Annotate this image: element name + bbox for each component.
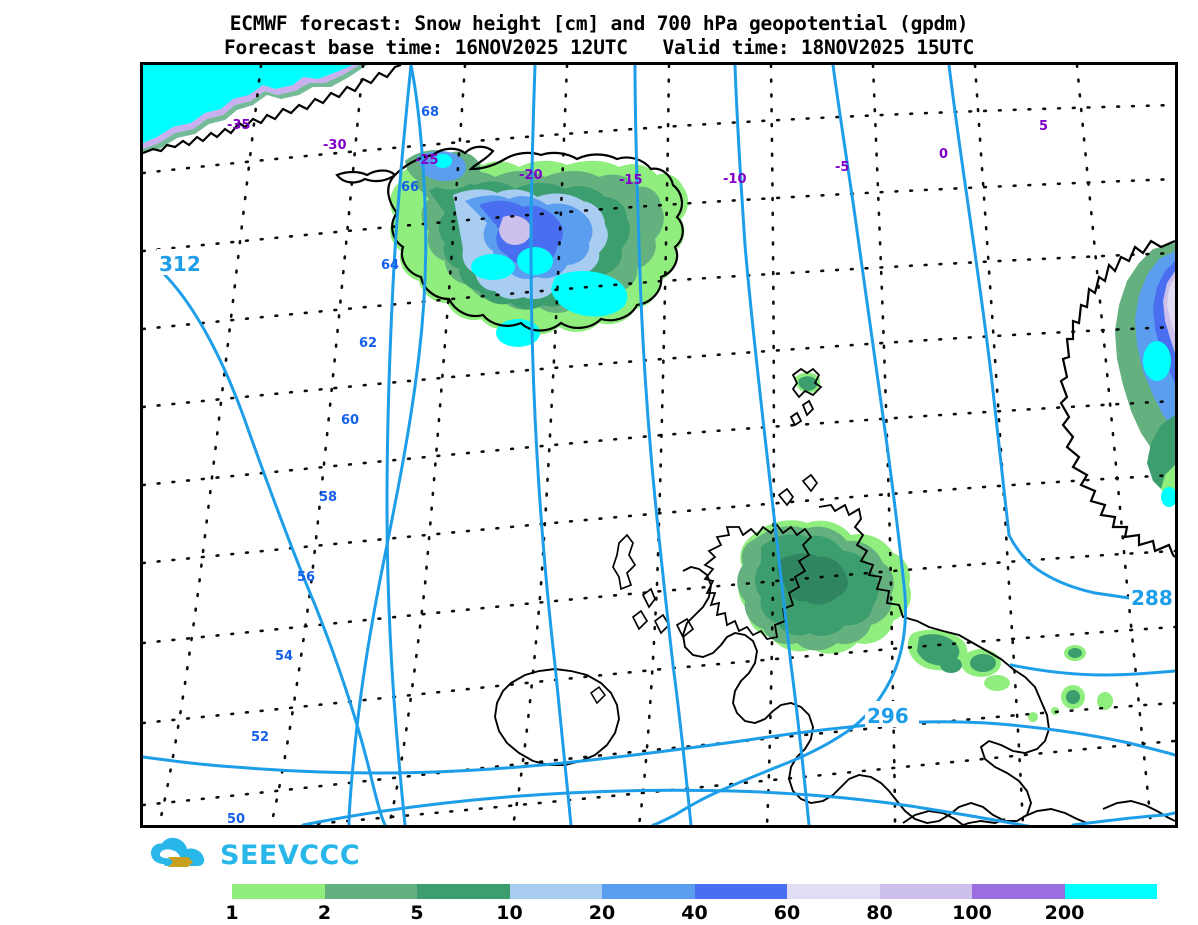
iceland-coastline — [335, 145, 684, 332]
colorbar-swatches — [232, 884, 1157, 899]
colorbar-label-20: 20 — [588, 902, 616, 924]
lon-label-5: 5 — [1039, 119, 1048, 134]
colorbar-segment-100 — [972, 884, 1065, 899]
lon-label--35: -35 — [227, 118, 251, 133]
colorbar-segment-60 — [787, 884, 880, 899]
seevccc-logo: SEEVCCC — [150, 835, 380, 875]
seevccc-logo-text: SEEVCCC — [220, 839, 361, 871]
faroe-islands — [789, 367, 823, 427]
colorbar-label-5: 5 — [410, 902, 424, 924]
lat-label-58: 58 — [319, 490, 337, 505]
lat-label-64: 64 — [381, 258, 399, 273]
cloud-icon — [151, 837, 205, 867]
lat-label-68: 68 — [421, 105, 439, 120]
colorbar-segment-10 — [509, 884, 602, 899]
lat-label-50: 50 — [227, 812, 245, 825]
colorbar-label-2: 2 — [317, 902, 332, 924]
chart-title-line-2: Forecast base time: 16NOV2025 12UTC Vali… — [223, 36, 975, 59]
colorbar-segment-40 — [694, 884, 787, 899]
colorbar-tick-labels: 1 2 5 10 20 40 60 80 100 200 — [225, 902, 1157, 924]
colorbar-label-100: 100 — [952, 902, 992, 924]
snow-height-colorbar: 1 2 5 10 20 40 60 80 100 200 — [225, 884, 1157, 924]
geo-label-296-text: 296 — [867, 704, 909, 728]
colorbar-segment-1 — [232, 884, 325, 899]
greenland-coastline — [143, 65, 402, 155]
lat-label-56: 56 — [297, 570, 315, 585]
geopotential-label-312: 312 — [157, 249, 211, 276]
lon-label--15: -15 — [619, 173, 643, 188]
colorbar-label-10: 10 — [496, 902, 523, 924]
colorbar-label-1: 1 — [225, 902, 239, 924]
lat-label-66: 66 — [401, 180, 419, 195]
geo-label-312-text: 312 — [159, 252, 201, 276]
ireland-coastline — [494, 668, 620, 766]
norway-coastline — [1059, 239, 1175, 558]
lon-label--20: -20 — [519, 168, 543, 183]
snow-fill-scotland — [737, 520, 1113, 722]
map-canvas: 312 288 296 -35 -30 -25 -20 -15 — [143, 65, 1175, 825]
map-text-labels: 312 288 296 -35 -30 -25 -20 -15 — [157, 105, 1175, 825]
colorbar-label-200: 200 — [1044, 902, 1085, 924]
lat-label-60: 60 — [341, 413, 359, 428]
lon-label--30: -30 — [323, 138, 347, 153]
lat-label-52: 52 — [251, 730, 269, 745]
colorbar-segment-80 — [879, 884, 972, 899]
colorbar-label-40: 40 — [681, 902, 708, 924]
snow-fill-greenland — [143, 65, 367, 154]
france-coastline — [902, 810, 1006, 825]
colorbar-segment-2 — [324, 884, 417, 899]
chart-title-line-1: ECMWF forecast: Snow height [cm] and 700… — [229, 12, 969, 35]
lon-label--25: -25 — [415, 153, 439, 168]
colorbar-segment-5 — [417, 884, 510, 899]
geo-label-288-text: 288 — [1131, 586, 1173, 610]
colorbar-segment-20 — [602, 884, 695, 899]
britain-coastline — [682, 503, 1050, 824]
lon-label--5: -5 — [835, 160, 849, 175]
snow-fill-norway — [1115, 243, 1175, 507]
lon-label-0: 0 — [939, 147, 948, 162]
geopotential-contours — [143, 65, 1175, 825]
chart-title-block: ECMWF forecast: Snow height [cm] and 700… — [0, 12, 1198, 60]
map-plot-area: 312 288 296 -35 -30 -25 -20 -15 — [140, 62, 1178, 828]
colorbar-label-80: 80 — [866, 902, 893, 924]
lat-label-62: 62 — [359, 336, 377, 351]
geopotential-label-296: 296 — [865, 701, 919, 728]
geopotential-label-288: 288 — [1129, 583, 1175, 610]
colorbar-label-60: 60 — [773, 902, 801, 924]
colorbar-segment-200 — [1064, 884, 1157, 899]
lon-label--10: -10 — [723, 172, 747, 187]
lat-label-54: 54 — [275, 649, 293, 664]
